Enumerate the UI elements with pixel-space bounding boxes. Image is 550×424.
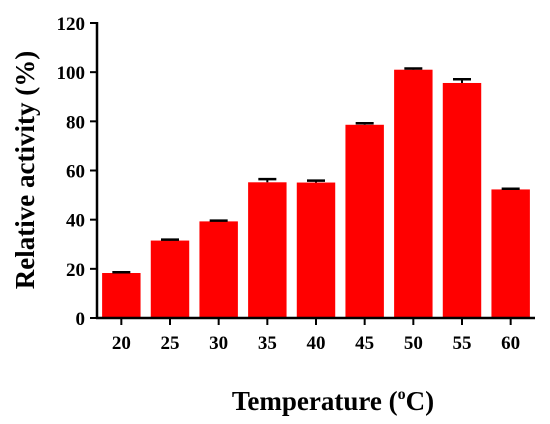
- y-tick-label-120: 120: [57, 14, 86, 35]
- bar-40: [296, 182, 336, 318]
- x-axis-title: Temperature (oC): [232, 386, 434, 416]
- bar-45: [345, 124, 384, 319]
- y-tick-label-60: 60: [66, 162, 85, 183]
- y-tick-label-40: 40: [66, 211, 85, 232]
- x-tick-labels: 20 25 30 35 40 45 50 55 60: [112, 333, 520, 354]
- x-tick-label-55: 55: [453, 333, 472, 354]
- x-tick-label-40: 40: [307, 333, 326, 354]
- bar-60: [491, 189, 530, 318]
- bar-30: [199, 221, 238, 318]
- x-tick-label-30: 30: [209, 333, 228, 354]
- error-bars-group: [112, 67, 520, 274]
- x-tick-label-20: 20: [112, 333, 131, 354]
- bar-50: [394, 69, 433, 318]
- y-tick-label-100: 100: [57, 63, 86, 84]
- x-axis-title-main: Temperature (: [232, 386, 398, 416]
- y-axis-title: Relative activity (%): [10, 51, 40, 289]
- x-tick-label-60: 60: [501, 333, 520, 354]
- y-tick-labels: 0 20 40 60 80 100 120: [57, 14, 86, 330]
- y-tick-label-80: 80: [66, 112, 85, 133]
- bar-55: [442, 82, 482, 318]
- x-tick-label-50: 50: [404, 333, 423, 354]
- bar-25: [150, 240, 190, 318]
- x-tick-label-25: 25: [161, 333, 180, 354]
- y-tick-label-0: 0: [76, 309, 86, 330]
- x-tick-label-45: 45: [355, 333, 374, 354]
- axes-group: [90, 22, 535, 325]
- x-tick-label-35: 35: [258, 333, 277, 354]
- x-axis-title-degree: o: [398, 386, 406, 403]
- bars-group: [102, 69, 530, 319]
- bar-35: [248, 182, 287, 318]
- x-axis-title-unit: C): [406, 386, 435, 416]
- bar-20: [102, 273, 141, 318]
- y-tick-label-20: 20: [66, 260, 85, 281]
